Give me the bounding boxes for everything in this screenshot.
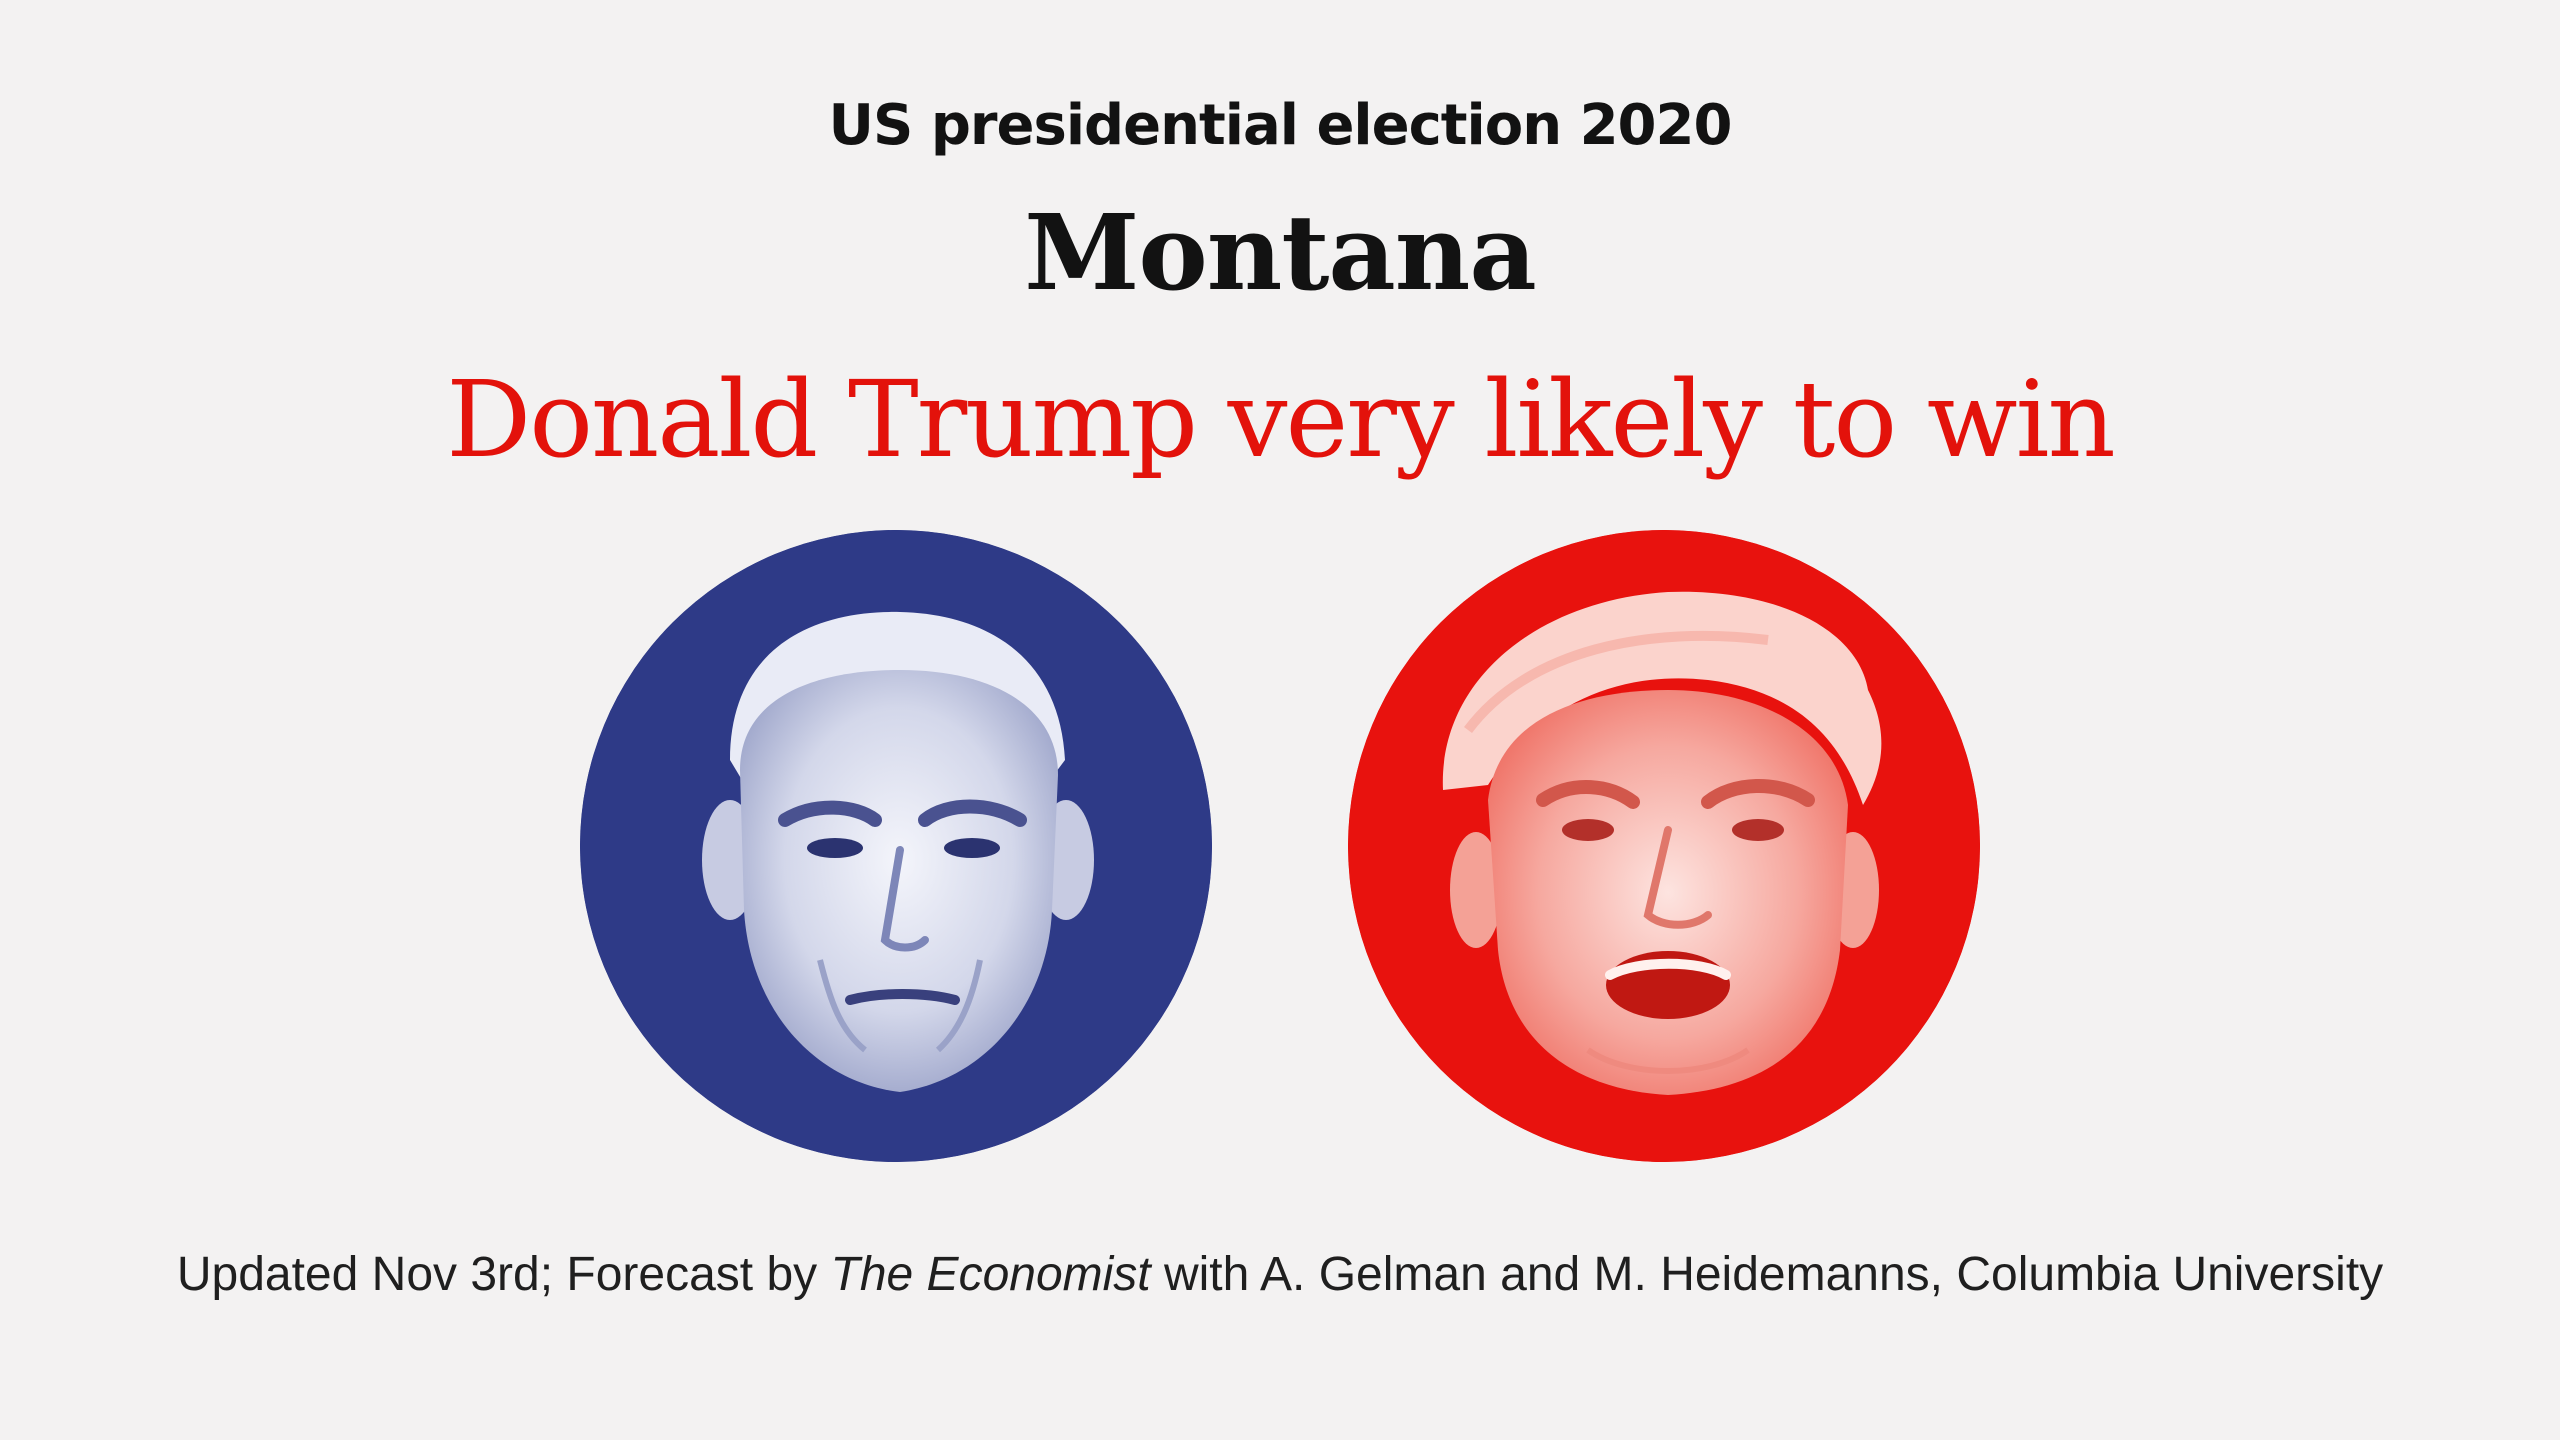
biden-portrait-icon bbox=[580, 530, 1212, 1162]
footer-publication: The Economist bbox=[830, 1248, 1151, 1301]
state-title: Montana bbox=[1024, 191, 1537, 314]
footer-prefix: Updated Nov 3rd; Forecast by bbox=[176, 1248, 831, 1301]
election-kicker: US presidential election 2020 bbox=[828, 93, 1733, 158]
forecast-verdict: Donald Trump very likely to win bbox=[446, 358, 2116, 481]
attribution-footer: Updated Nov 3rd; Forecast by The Economi… bbox=[0, 1240, 2560, 1310]
trump-portrait-icon bbox=[1348, 530, 1980, 1162]
footer-suffix: with A. Gelman and M. Heidemanns, Columb… bbox=[1150, 1248, 2384, 1301]
